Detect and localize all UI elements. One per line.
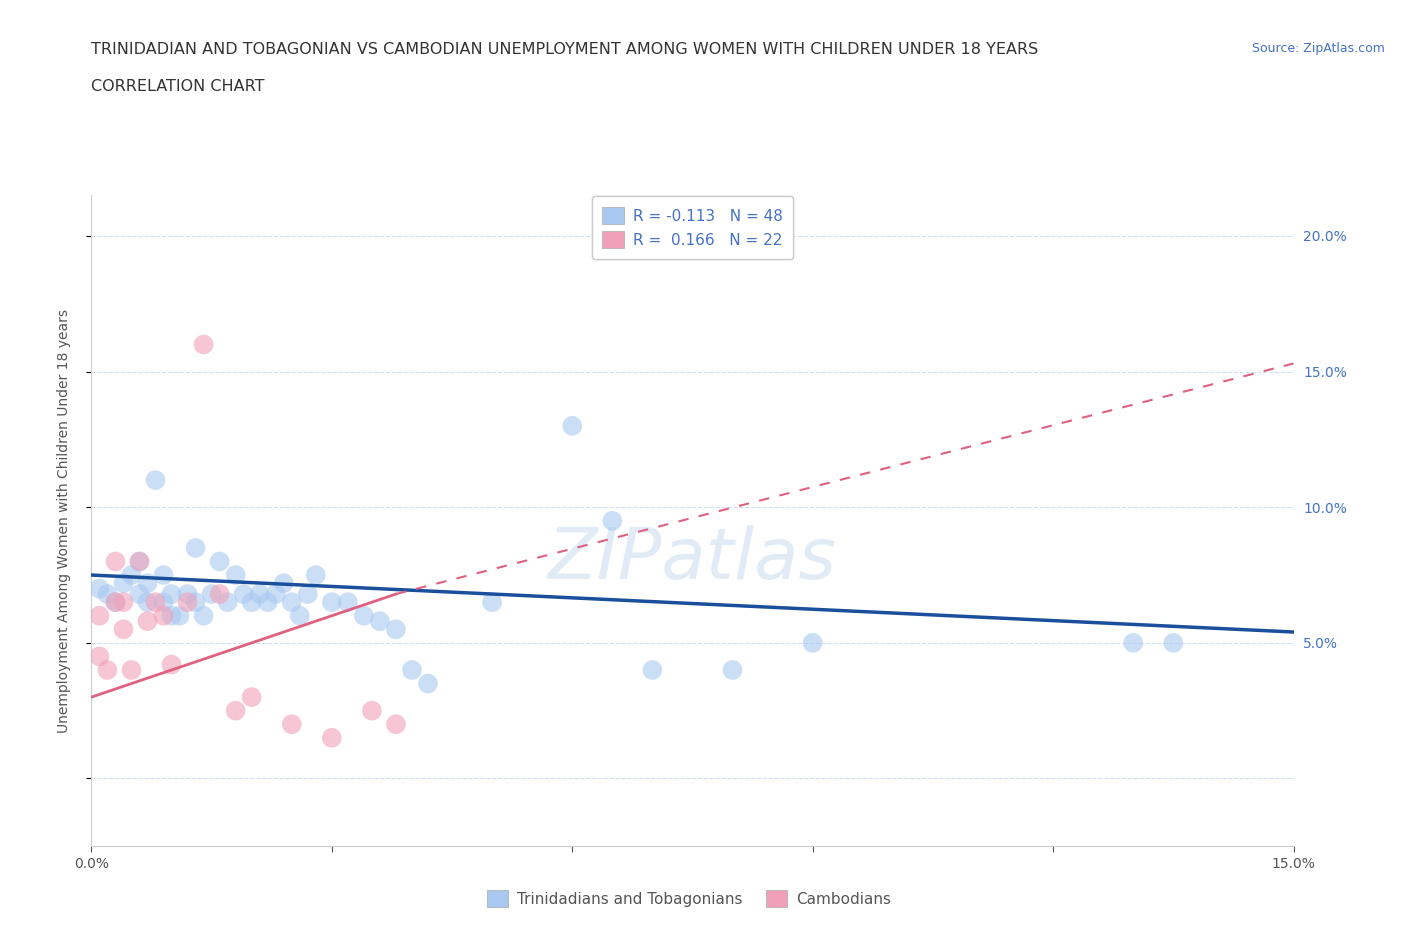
- Text: Source: ZipAtlas.com: Source: ZipAtlas.com: [1251, 42, 1385, 55]
- Point: [89, 581, 111, 596]
- Point: [112, 576, 135, 591]
- Point: [193, 608, 215, 623]
- Point: [128, 587, 150, 602]
- Point: [1163, 635, 1185, 650]
- Legend: R = -0.113   N = 48, R =  0.166   N = 22: R = -0.113 N = 48, R = 0.166 N = 22: [592, 196, 793, 259]
- Point: [368, 614, 391, 629]
- Point: [232, 587, 254, 602]
- Point: [136, 614, 159, 629]
- Point: [104, 595, 127, 610]
- Point: [305, 567, 328, 582]
- Point: [176, 595, 198, 610]
- Point: [89, 608, 111, 623]
- Y-axis label: Unemployment Among Women with Children Under 18 years: Unemployment Among Women with Children U…: [56, 309, 70, 733]
- Point: [152, 608, 174, 623]
- Point: [1122, 635, 1144, 650]
- Point: [416, 676, 439, 691]
- Point: [169, 608, 191, 623]
- Point: [336, 595, 359, 610]
- Point: [152, 595, 174, 610]
- Point: [249, 587, 271, 602]
- Point: [240, 595, 263, 610]
- Point: [256, 595, 278, 610]
- Point: [96, 662, 118, 677]
- Point: [128, 554, 150, 569]
- Point: [136, 595, 159, 610]
- Point: [481, 595, 503, 610]
- Point: [160, 608, 183, 623]
- Point: [385, 717, 408, 732]
- Point: [184, 540, 207, 555]
- Point: [145, 472, 167, 487]
- Point: [281, 595, 304, 610]
- Point: [353, 608, 375, 623]
- Text: TRINIDADIAN AND TOBAGONIAN VS CAMBODIAN UNEMPLOYMENT AMONG WOMEN WITH CHILDREN U: TRINIDADIAN AND TOBAGONIAN VS CAMBODIAN …: [91, 42, 1039, 57]
- Point: [128, 554, 150, 569]
- Point: [121, 662, 143, 677]
- Point: [112, 622, 135, 637]
- Point: [641, 662, 664, 677]
- Legend: Trinidadians and Tobagonians, Cambodians: Trinidadians and Tobagonians, Cambodians: [481, 884, 897, 913]
- Point: [281, 717, 304, 732]
- Point: [217, 595, 239, 610]
- Point: [184, 595, 207, 610]
- Point: [264, 587, 287, 602]
- Point: [89, 649, 111, 664]
- Point: [136, 576, 159, 591]
- Point: [321, 730, 343, 745]
- Point: [104, 554, 127, 569]
- Point: [321, 595, 343, 610]
- Point: [96, 587, 118, 602]
- Text: ZIPatlas: ZIPatlas: [548, 525, 837, 594]
- Point: [152, 567, 174, 582]
- Point: [385, 622, 408, 637]
- Point: [288, 608, 311, 623]
- Point: [208, 554, 231, 569]
- Point: [225, 567, 247, 582]
- Point: [121, 567, 143, 582]
- Point: [360, 703, 382, 718]
- Point: [401, 662, 423, 677]
- Point: [112, 595, 135, 610]
- Text: CORRELATION CHART: CORRELATION CHART: [91, 79, 264, 94]
- Point: [801, 635, 824, 650]
- Point: [208, 587, 231, 602]
- Point: [104, 595, 127, 610]
- Point: [240, 690, 263, 705]
- Point: [160, 658, 183, 672]
- Point: [160, 587, 183, 602]
- Point: [145, 595, 167, 610]
- Point: [602, 513, 624, 528]
- Point: [273, 576, 295, 591]
- Point: [721, 662, 744, 677]
- Point: [176, 587, 198, 602]
- Point: [201, 587, 224, 602]
- Point: [225, 703, 247, 718]
- Point: [297, 587, 319, 602]
- Point: [561, 418, 583, 433]
- Point: [193, 337, 215, 352]
